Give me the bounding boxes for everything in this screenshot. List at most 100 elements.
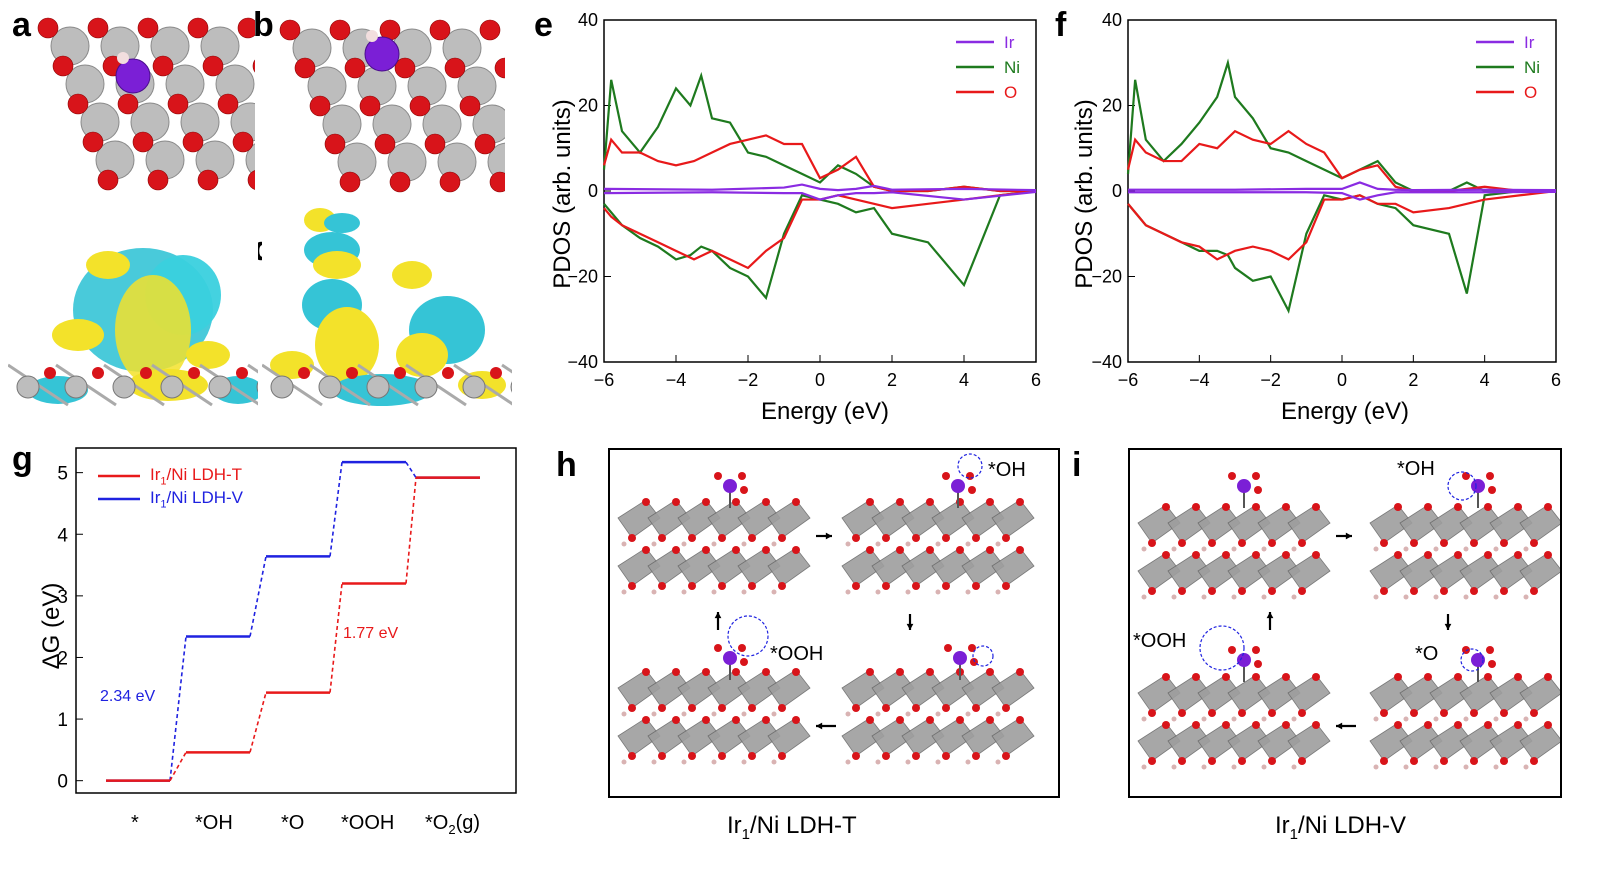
octahedron — [1519, 552, 1563, 592]
o-atom — [444, 57, 466, 79]
o-atom — [852, 704, 860, 712]
highlight-circle — [957, 453, 983, 479]
o-atom — [852, 582, 860, 590]
pdos-line-o — [602, 134, 1036, 193]
ir-atom — [1471, 479, 1485, 493]
ni-atom — [462, 375, 486, 399]
o-atom — [1148, 587, 1156, 595]
o-atom — [1208, 709, 1216, 717]
h-atom — [995, 759, 1001, 765]
o-atom — [442, 367, 454, 379]
h-atom — [651, 589, 657, 595]
legend-label-ir: Ir — [1004, 33, 1015, 52]
o-atom — [374, 133, 396, 155]
o-atom — [1282, 673, 1290, 681]
o-atom — [926, 716, 934, 724]
o-atom — [339, 171, 361, 193]
o-atom — [1148, 539, 1156, 547]
o-atom — [394, 57, 416, 79]
label-i-o: *O — [1415, 643, 1439, 665]
o-atom — [1380, 587, 1388, 595]
ir-atom — [364, 36, 400, 72]
ni-atom — [366, 375, 390, 399]
h-atom — [1201, 546, 1207, 552]
label-h-ooh: *OOH — [770, 643, 824, 665]
o-atom — [628, 582, 636, 590]
h-atom — [1231, 716, 1237, 722]
octahedron — [1519, 504, 1563, 544]
o-atom — [926, 546, 934, 554]
caption-h: Ir1/Ni LDH-T — [727, 812, 857, 843]
o-atom — [202, 55, 224, 77]
h-atom — [771, 759, 777, 765]
o-atom — [866, 498, 874, 506]
o-atom — [1470, 587, 1478, 595]
pdos-e-xlabel: Energy (eV) — [760, 398, 890, 425]
ni-atom — [414, 375, 438, 399]
o-atom — [942, 472, 950, 480]
h-atom — [935, 589, 941, 595]
h-atom — [366, 30, 378, 42]
o-atom — [778, 582, 786, 590]
o-atom — [956, 546, 964, 554]
h-atom — [875, 589, 881, 595]
h-atom — [621, 759, 627, 765]
pdos-line-ni — [603, 189, 1037, 301]
series-v-connector — [169, 636, 187, 781]
h-atom — [1291, 546, 1297, 552]
h-atom — [1141, 546, 1147, 552]
o-atom — [1222, 721, 1230, 729]
arrow-head — [825, 532, 832, 540]
o-atom — [1514, 721, 1522, 729]
label-h-oh: *OH — [988, 459, 1026, 481]
o-atom — [182, 131, 204, 153]
h-atom — [965, 589, 971, 595]
h-atom — [771, 589, 777, 595]
o-atom — [490, 367, 502, 379]
x-tick-label: 4 — [959, 370, 969, 390]
o-atom — [792, 668, 800, 676]
h-atom — [875, 759, 881, 765]
h-atom — [651, 711, 657, 717]
pdos-f-ylabel: PDOS (arb. units) — [1071, 99, 1098, 289]
h-atom — [771, 711, 777, 717]
o-atom — [429, 19, 451, 41]
h-atom — [1171, 546, 1177, 552]
panel-label-h: h — [556, 446, 577, 484]
pdos-f-xlabel: Energy (eV) — [1280, 398, 1410, 425]
o-atom — [1530, 539, 1538, 547]
h-atom — [875, 711, 881, 717]
x-tick-label: 2 — [1408, 370, 1418, 390]
o-atom — [866, 716, 874, 724]
o-atom — [896, 668, 904, 676]
o-atom — [359, 95, 381, 117]
o-atom — [329, 19, 351, 41]
o-atom — [1268, 539, 1276, 547]
o-atom — [972, 704, 980, 712]
o-atom — [740, 658, 748, 666]
h-atom — [1291, 764, 1297, 770]
o-atom — [1484, 721, 1492, 729]
highlight-circle — [727, 615, 769, 657]
h-atom — [935, 541, 941, 547]
h-atom — [905, 589, 911, 595]
h-atom — [621, 589, 627, 595]
o-atom — [298, 367, 310, 379]
o-atom — [702, 716, 710, 724]
highlight-circle — [1199, 625, 1245, 671]
o-atom — [642, 498, 650, 506]
o-atom — [866, 668, 874, 676]
o-atom — [1440, 709, 1448, 717]
h-atom — [621, 541, 627, 547]
h-atom — [875, 541, 881, 547]
o-atom — [1514, 551, 1522, 559]
o-atom — [970, 658, 978, 666]
x-tick-label: −6 — [594, 370, 615, 390]
legend-label-ni: Ni — [1524, 58, 1540, 77]
o-atom — [67, 93, 89, 115]
o-atom — [1252, 472, 1260, 480]
o-atom — [672, 498, 680, 506]
o-atom — [672, 716, 680, 724]
annotation-T: 1.77 eV — [343, 625, 399, 642]
o-atom — [92, 367, 104, 379]
